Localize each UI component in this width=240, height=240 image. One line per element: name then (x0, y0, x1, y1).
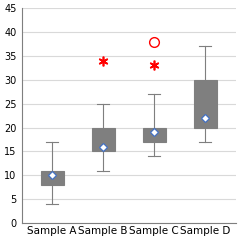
PathPatch shape (92, 127, 115, 151)
PathPatch shape (194, 80, 217, 127)
PathPatch shape (143, 127, 166, 142)
PathPatch shape (41, 171, 64, 185)
